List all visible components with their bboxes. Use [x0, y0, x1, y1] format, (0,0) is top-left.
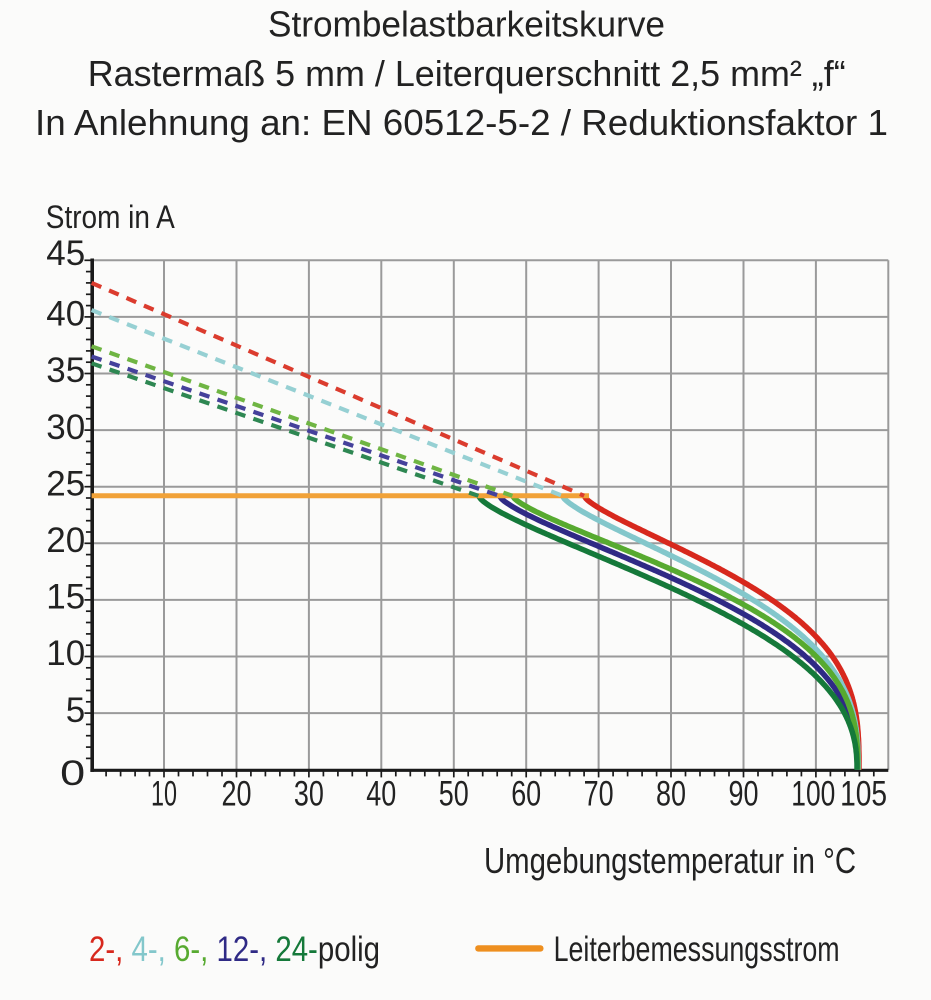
svg-text:10: 10: [151, 774, 177, 814]
svg-text:40: 40: [46, 295, 85, 334]
svg-text:60: 60: [511, 774, 541, 814]
svg-text:45: 45: [46, 234, 85, 273]
svg-text:90: 90: [729, 774, 759, 814]
svg-text:Leiterbemessungsstrom: Leiterbemessungsstrom: [554, 930, 840, 969]
svg-text:30: 30: [294, 774, 324, 814]
svg-text:25: 25: [46, 464, 85, 503]
svg-text:2-, 4-, 6-, 12-, 24-polig: 2-, 4-, 6-, 12-, 24-polig: [89, 930, 380, 969]
svg-text:30: 30: [46, 408, 85, 447]
svg-text:20: 20: [46, 521, 85, 560]
svg-text:10: 10: [46, 634, 85, 673]
svg-text:80: 80: [656, 774, 686, 814]
svg-text:Rastermaß 5 mm / Leiterquersch: Rastermaß 5 mm / Leiterquerschnitt 2,5 m…: [88, 53, 846, 94]
svg-text:40: 40: [366, 774, 396, 814]
svg-text:Strombelastbarkeitskurve: Strombelastbarkeitskurve: [268, 4, 665, 45]
svg-text:70: 70: [584, 774, 614, 814]
svg-text:5: 5: [66, 691, 85, 730]
svg-text:100: 100: [791, 774, 835, 814]
svg-text:0: 0: [60, 754, 85, 793]
svg-text:105: 105: [840, 774, 887, 814]
svg-text:In Anlehnung an: EN 60512-5-2: In Anlehnung an: EN 60512-5-2 / Reduktio…: [35, 102, 888, 143]
svg-text:Strom in A: Strom in A: [46, 199, 176, 235]
svg-text:50: 50: [439, 774, 469, 814]
svg-text:Umgebungstemperatur in °C: Umgebungstemperatur in °C: [484, 840, 856, 881]
svg-text:20: 20: [222, 774, 252, 814]
svg-text:35: 35: [46, 351, 85, 390]
svg-text:15: 15: [46, 578, 85, 617]
